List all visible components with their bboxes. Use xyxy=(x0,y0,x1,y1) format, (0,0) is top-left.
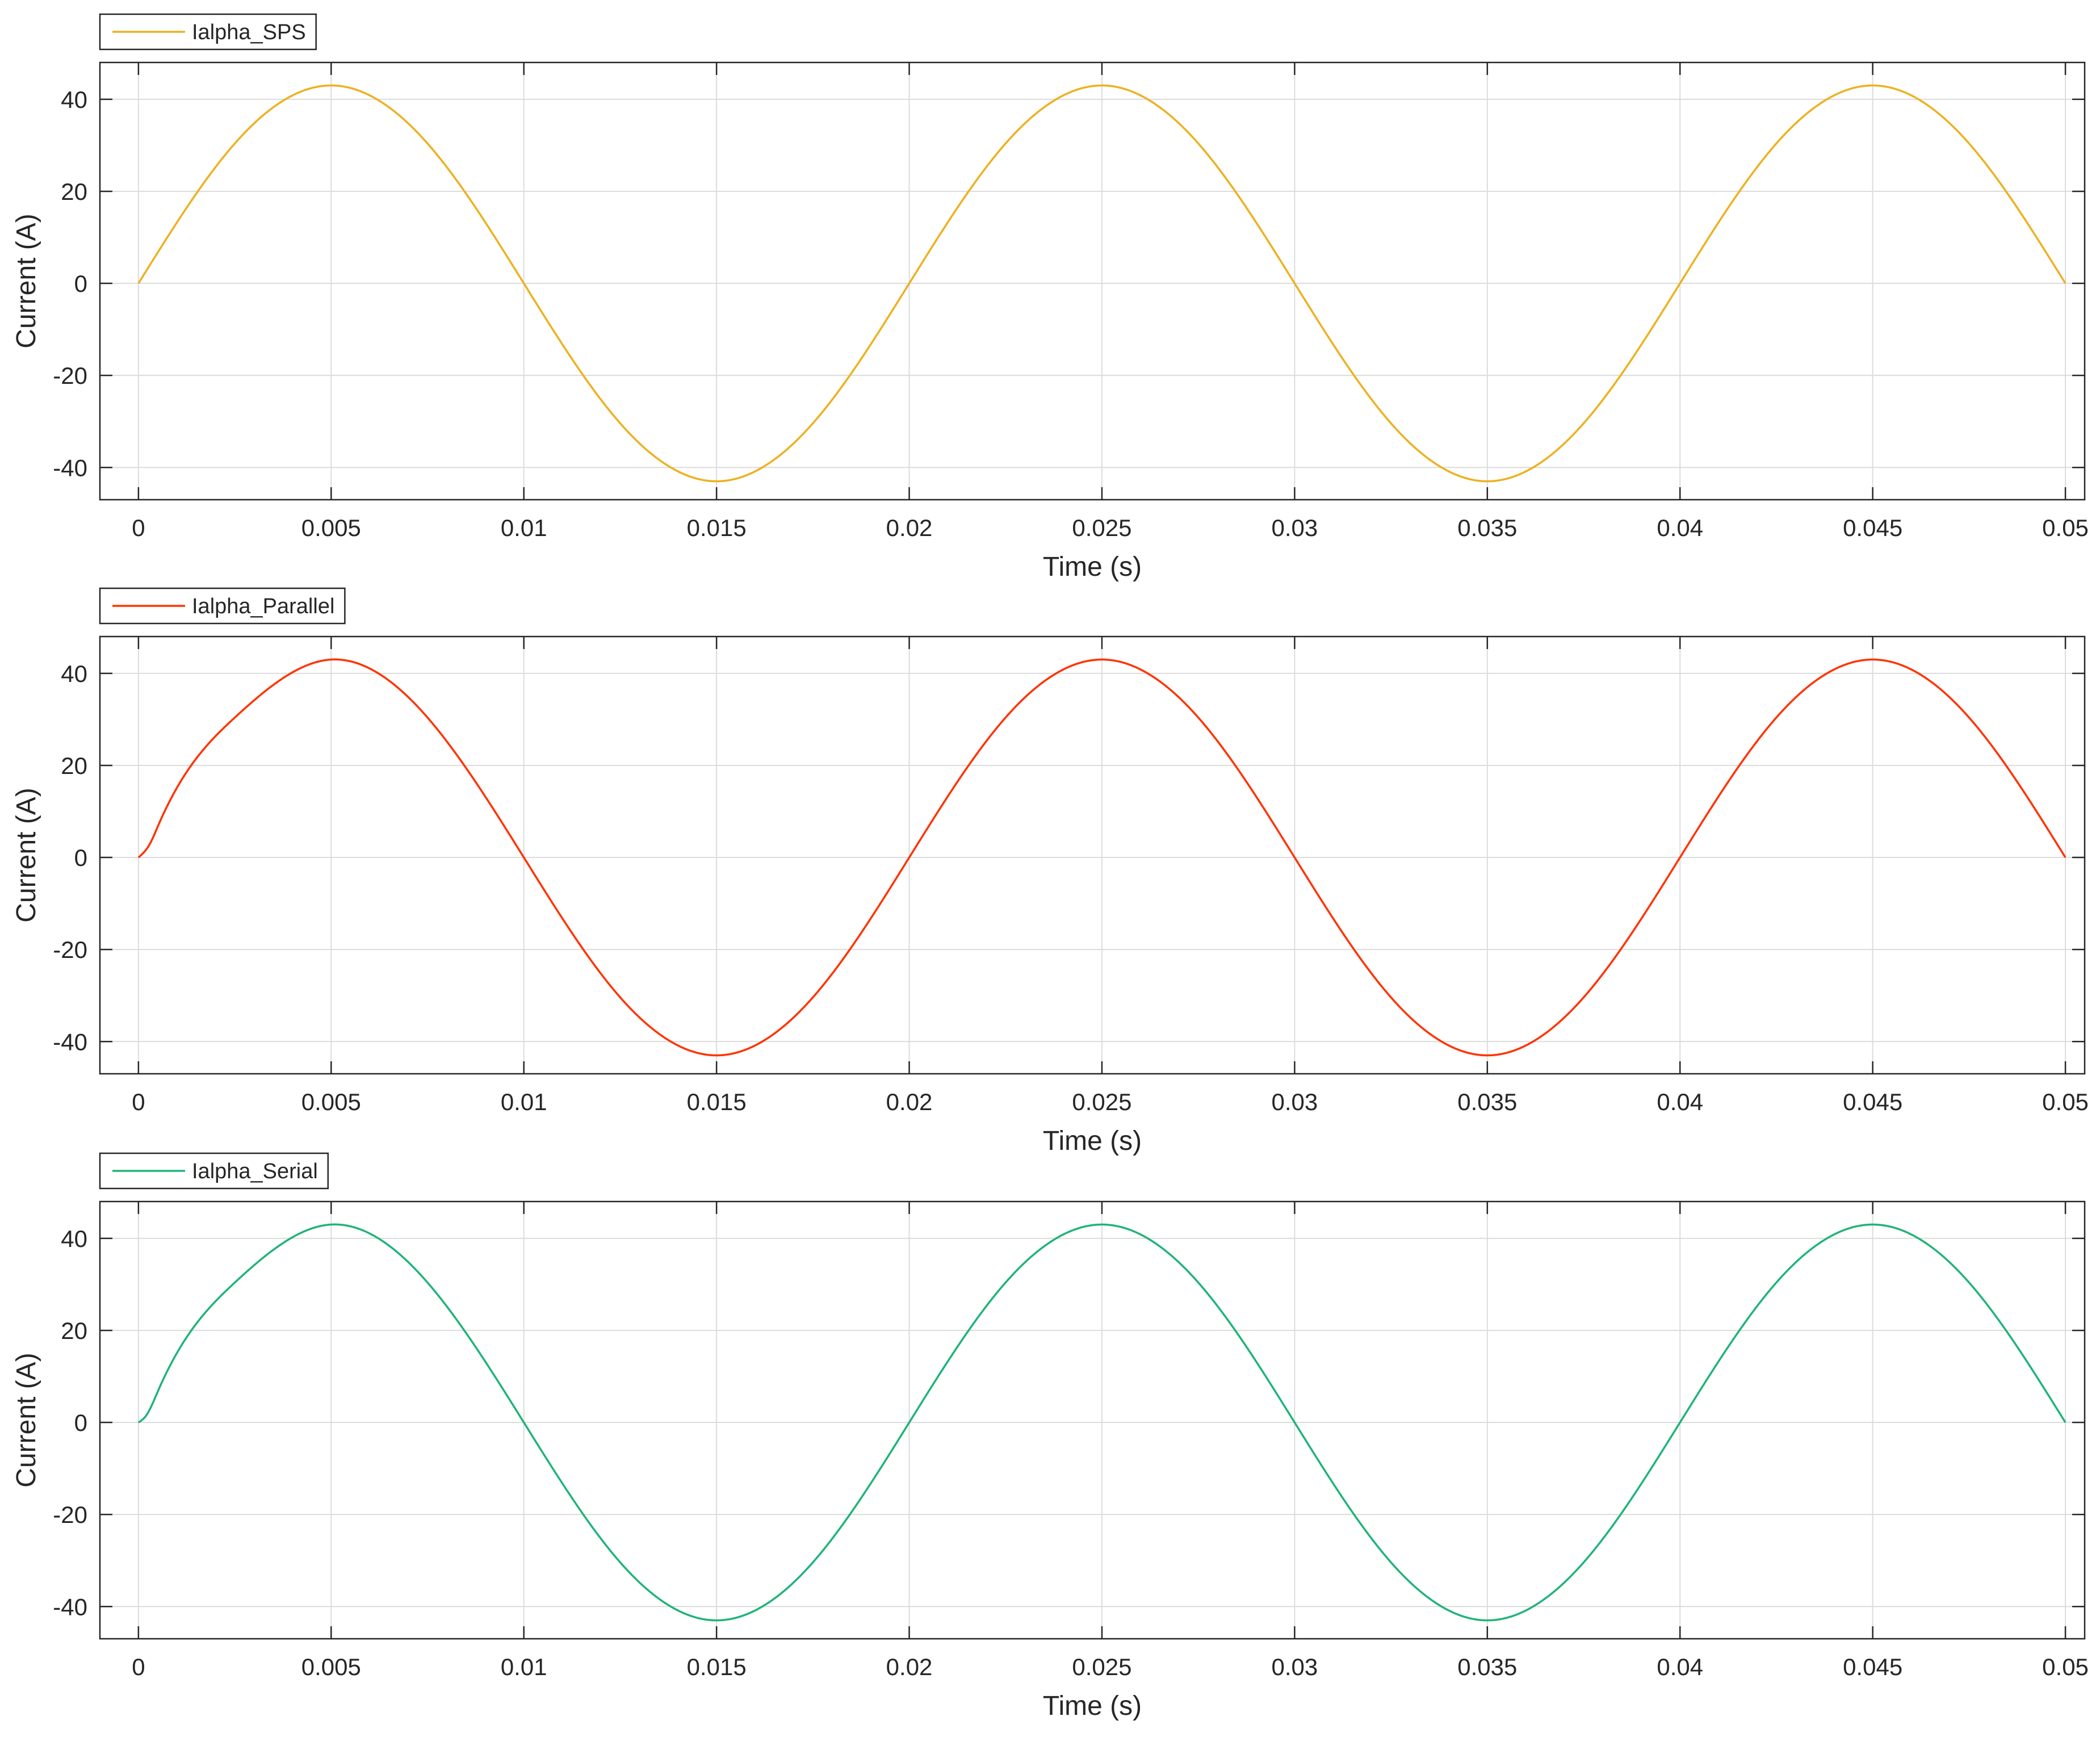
x-tick-label: 0.02 xyxy=(886,1089,933,1115)
series-line-ialpha_sps xyxy=(137,84,2067,483)
x-tick-label: 0.015 xyxy=(687,1654,747,1680)
legend: Ialpha_Serial xyxy=(99,1152,329,1190)
legend-label: Ialpha_SPS xyxy=(192,20,306,44)
axes-box xyxy=(99,61,2086,501)
x-tick-label: 0.025 xyxy=(1072,1654,1131,1680)
series-line-ialpha_serial xyxy=(137,1223,2067,1622)
x-tick-label: 0.03 xyxy=(1272,1089,1318,1115)
x-tick-label: 0.05 xyxy=(2042,1089,2089,1115)
x-tick-label: 0.005 xyxy=(301,1089,361,1115)
chart-1: 0 0.005 0.01 0.015 0.02 0.025 0.03 0.035 0.04 0.0… xyxy=(11,13,2089,582)
legend-label: Ialpha_Serial xyxy=(192,1160,318,1183)
y-axis-label: Current (A) xyxy=(11,788,41,922)
legend-label: Ialpha_Parallel xyxy=(192,595,334,618)
y-tick-label: -20 xyxy=(53,362,87,389)
x-tick-label: 0.05 xyxy=(2042,1654,2089,1680)
series-line-ialpha_parallel xyxy=(137,658,2067,1057)
y-tick-label: -40 xyxy=(53,1028,87,1055)
x-tick-label: 0.035 xyxy=(1457,1089,1517,1115)
plot-area xyxy=(100,637,2085,1074)
x-tick-label: 0.04 xyxy=(1657,1654,1703,1680)
chart-3: 0 0.005 0.01 0.015 0.02 0.025 0.03 0.035 0.04 0.0… xyxy=(11,1152,2089,1721)
axes-box xyxy=(99,1200,2086,1640)
x-tick-label: 0.03 xyxy=(1272,514,1318,541)
x-tick-label: 0.045 xyxy=(1843,1654,1902,1680)
y-tick-label: 20 xyxy=(61,752,87,779)
x-tick-label: 0 xyxy=(132,1654,145,1680)
y-tick-label: -40 xyxy=(53,1593,87,1620)
x-tick-label: 0.04 xyxy=(1657,514,1703,541)
x-tick-label: 0.02 xyxy=(886,514,933,541)
legend: Ialpha_SPS xyxy=(99,13,317,51)
x-tick-label: 0.045 xyxy=(1843,514,1902,541)
x-tick-label: 0.005 xyxy=(301,514,361,541)
x-tick-label: 0.01 xyxy=(501,514,547,541)
x-tick-label: 0.045 xyxy=(1843,1089,1902,1115)
plot-area xyxy=(100,1202,2085,1639)
y-tick-label: -20 xyxy=(53,1501,87,1528)
y-tick-label: 0 xyxy=(74,1409,87,1436)
chart-2: 0 0.005 0.01 0.015 0.02 0.025 0.03 0.035 0.04 0.0… xyxy=(11,587,2089,1156)
y-tick-label: 40 xyxy=(61,86,87,113)
legend: Ialpha_Parallel xyxy=(99,587,346,625)
y-tick-label: 0 xyxy=(74,270,87,297)
x-tick-label: 0.015 xyxy=(687,1089,747,1115)
x-axis-label: Time (s) xyxy=(1043,1126,1142,1156)
x-axis-label: Time (s) xyxy=(1043,1691,1142,1721)
axes-box xyxy=(99,635,2086,1075)
x-tick-label: 0.005 xyxy=(301,1654,361,1680)
y-tick-label: 0 xyxy=(74,844,87,871)
x-tick-label: 0.01 xyxy=(501,1654,547,1680)
x-tick-label: 0 xyxy=(132,1089,145,1115)
x-tick-label: 0.03 xyxy=(1272,1654,1318,1680)
y-tick-label: 20 xyxy=(61,1317,87,1344)
y-tick-label: 40 xyxy=(61,660,87,687)
x-tick-label: 0.04 xyxy=(1657,1089,1703,1115)
x-tick-label: 0 xyxy=(132,514,145,541)
x-tick-label: 0.035 xyxy=(1457,1654,1517,1680)
x-tick-label: 0.05 xyxy=(2042,514,2089,541)
x-axis-label: Time (s) xyxy=(1043,552,1142,582)
y-tick-label: -20 xyxy=(53,936,87,963)
x-tick-label: 0.015 xyxy=(687,514,747,541)
x-tick-label: 0.01 xyxy=(501,1089,547,1115)
x-tick-label: 0.035 xyxy=(1457,514,1517,541)
y-tick-label: 40 xyxy=(61,1225,87,1252)
x-tick-label: 0.025 xyxy=(1072,1089,1131,1115)
x-tick-label: 0.025 xyxy=(1072,514,1131,541)
x-tick-label: 0.02 xyxy=(886,1654,933,1680)
y-axis-label: Current (A) xyxy=(11,214,41,348)
y-tick-label: -40 xyxy=(53,454,87,481)
y-tick-label: 20 xyxy=(61,178,87,205)
y-axis-label: Current (A) xyxy=(11,1353,41,1487)
plot-area xyxy=(100,62,2085,500)
